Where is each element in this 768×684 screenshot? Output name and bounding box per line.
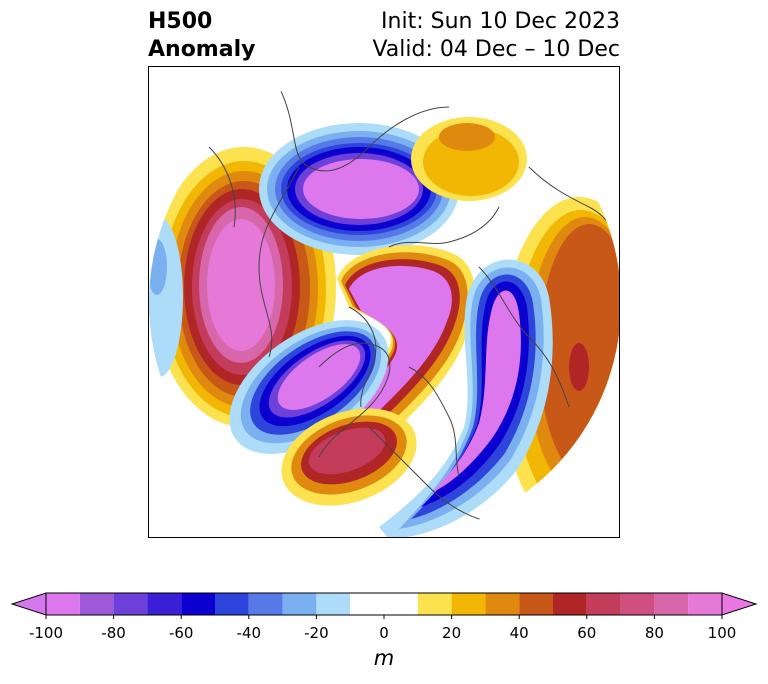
colorbar-bin (147, 593, 182, 615)
colorbar-unit-label: m (373, 646, 395, 670)
colorbar-tick-label: 20 (442, 624, 462, 642)
colorbar-tick-label: 100 (707, 624, 737, 642)
colorbar-bin (282, 593, 317, 615)
colorbar-bin (417, 593, 452, 615)
colorbar-tick-labels: -100 -80 -60 -40 -20 0 20 40 60 80 100 (0, 624, 768, 644)
colorbar-bin (46, 593, 80, 615)
map-panel (148, 66, 620, 538)
colorbar-bin (451, 593, 486, 615)
anomaly-map (149, 86, 619, 537)
positive-anomaly-northeast (411, 117, 527, 201)
colorbar-tick-label: -40 (236, 624, 262, 642)
colorbar-bin (485, 593, 520, 615)
colorbar-tick-label: 80 (644, 624, 664, 642)
title-variable: H500 (148, 9, 213, 34)
colorbar-bin (553, 593, 587, 615)
colorbar-bin (113, 593, 148, 615)
colorbar-bin (519, 593, 553, 615)
chart-title-left: H500 Anomaly (148, 8, 255, 64)
colorbar-bin (620, 593, 655, 615)
negative-anomaly-east-central (379, 259, 553, 537)
init-time: Init: Sun 10 Dec 2023 (381, 9, 620, 34)
colorbar-tick-label: -60 (168, 624, 194, 642)
colorbar-tick-label: -20 (304, 624, 329, 642)
colorbar-bin (654, 593, 689, 615)
negative-anomaly-west-central (229, 320, 389, 454)
colorbar-tick-label: -80 (101, 624, 126, 642)
colorbar (10, 592, 758, 619)
colorbar-bin (586, 593, 621, 615)
colorbar-tick-label: 40 (509, 624, 529, 642)
valid-range: Valid: 04 Dec – 10 Dec (372, 37, 620, 62)
negative-anomaly-north (259, 123, 459, 255)
colorbar-bin (79, 593, 114, 615)
colorbar-bin (350, 593, 418, 615)
colorbar-extend-max (721, 592, 758, 616)
colorbar-bin (688, 593, 722, 615)
colorbar-tick-label: 60 (577, 624, 597, 642)
colorbar-bin (248, 593, 283, 615)
colorbar-tick-label: -100 (28, 624, 64, 642)
positive-anomaly-south (281, 408, 417, 506)
colorbar-bin (316, 593, 351, 615)
colorbar-extend-min (10, 592, 47, 616)
chart-title-right: Init: Sun 10 Dec 2023 Valid: 04 Dec – 10… (372, 8, 620, 64)
colorbar-tick-label: 0 (379, 624, 389, 642)
title-field: Anomaly (148, 37, 256, 62)
colorbar-bin (181, 593, 215, 615)
colorbar-bin (215, 593, 249, 615)
